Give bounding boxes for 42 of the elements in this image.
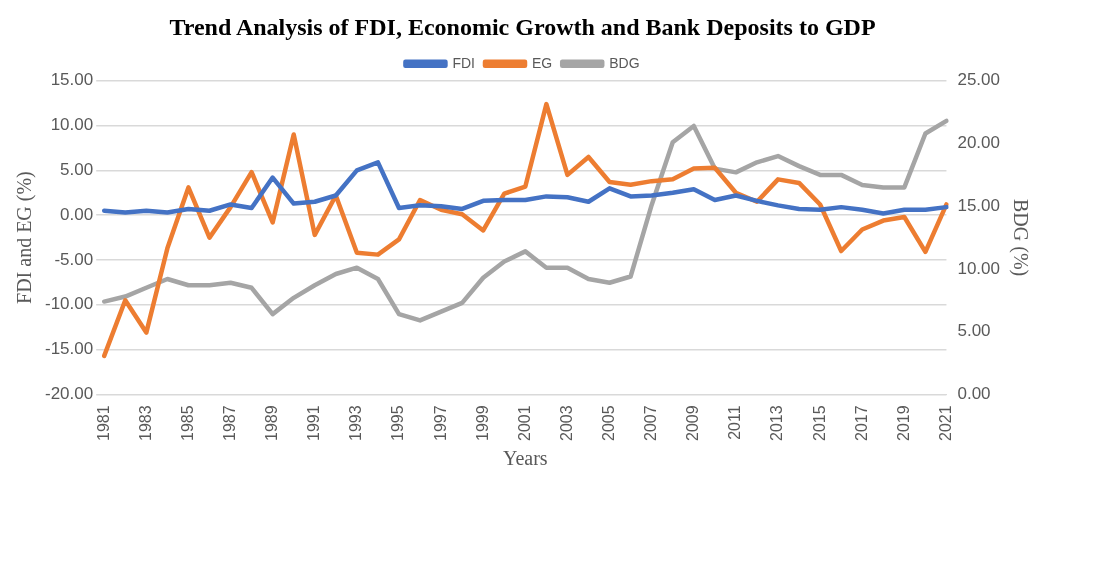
- x-tick-label: 1995: [389, 405, 407, 441]
- y2-tick-label: 0.00: [957, 384, 991, 404]
- x-tick-label: 2019: [894, 405, 912, 441]
- x-tick-label: 1991: [305, 405, 323, 441]
- x-tick-label: 1989: [263, 405, 281, 441]
- x-tick-label: 2015: [810, 405, 828, 441]
- y-tick-label: -20.00: [45, 384, 94, 404]
- x-tick-label: 2011: [726, 405, 744, 440]
- legend-label: BDG: [609, 54, 640, 71]
- y-tick-label: 0.00: [60, 204, 94, 224]
- y-axis-title: FDI and EG (%): [13, 171, 37, 304]
- x-tick-label: 1987: [220, 405, 238, 441]
- y2-tick-label: 10.00: [957, 258, 1001, 278]
- x-tick-label: 2007: [642, 405, 660, 441]
- x-tick-label: 2005: [599, 405, 617, 441]
- x-tick-label: 2009: [684, 405, 702, 441]
- x-tick-label: 1981: [94, 405, 112, 441]
- x-tick-label: 2017: [852, 405, 870, 441]
- x-tick-label: 2013: [768, 405, 786, 441]
- x-axis-title: Years: [503, 447, 548, 470]
- x-tick-label: 1999: [473, 405, 491, 441]
- legend-label: EG: [531, 54, 553, 71]
- y-tick-label: -15.00: [45, 339, 94, 359]
- legend-label: FDI: [452, 54, 475, 71]
- y2-tick-label: 20.00: [957, 133, 1001, 153]
- x-tick-label: 1993: [347, 405, 365, 441]
- y-tick-label: 10.00: [50, 115, 94, 135]
- y2-tick-label: 5.00: [957, 321, 991, 341]
- x-tick-label: 1997: [431, 405, 449, 441]
- y2-tick-label: 15.00: [957, 195, 1001, 215]
- x-tick-label: 2001: [515, 405, 533, 441]
- chart-title: Trend Analysis of FDI, Economic Growth and Bank Deposits to GDP: [169, 13, 876, 40]
- y-tick-label: -10.00: [45, 294, 94, 314]
- y-tick-label: 15.00: [50, 70, 94, 90]
- x-tick-label: 2003: [557, 405, 575, 441]
- y2-axis-title: BDG (%): [1008, 198, 1032, 277]
- y-tick-label: 5.00: [60, 160, 94, 180]
- x-tick-label: 2021: [936, 405, 954, 441]
- y-tick-label: -5.00: [54, 249, 94, 269]
- x-tick-label: 1983: [136, 405, 154, 441]
- x-tick-label: 1985: [178, 405, 196, 441]
- y2-tick-label: 25.00: [957, 70, 1001, 90]
